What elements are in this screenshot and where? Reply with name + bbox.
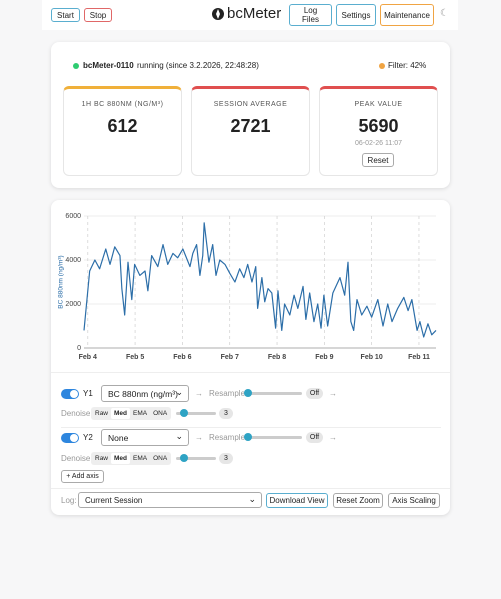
reset-zoom-button[interactable]: Reset Zoom	[333, 493, 383, 508]
mode[interactable]: Raw	[95, 455, 109, 462]
x-tick-label: Feb 9	[315, 354, 333, 361]
resample-label: Resample	[209, 389, 246, 398]
stat-box: SESSION AVERAGE 2721	[191, 86, 310, 176]
x-tick-label: Feb 6	[173, 354, 191, 361]
x-tick-label: Feb 10	[361, 354, 383, 361]
stat-box: PEAK VALUE 5690 06-02-26 11:07 Reset	[319, 86, 438, 176]
x-tick-label: Feb 7	[221, 354, 239, 361]
denoise-slider[interactable]	[176, 412, 216, 415]
stat-value: 2721	[230, 116, 271, 136]
denoise-value: 3	[219, 408, 233, 419]
x-tick-label: Feb 11	[408, 354, 430, 361]
slider-thumb[interactable]	[180, 454, 188, 462]
log-select[interactable]: Current Session	[78, 492, 262, 508]
mode[interactable]: EMA	[133, 410, 148, 417]
filter-status: Filter: 42%	[388, 61, 427, 70]
log-files-button[interactable]: Log Files	[289, 4, 332, 26]
reset-button[interactable]: Reset	[362, 153, 394, 167]
source-select[interactable]: BC 880nm (ng/m³)	[101, 385, 189, 402]
arrow: →	[195, 433, 203, 442]
maintenance-button[interactable]: Maintenance	[380, 4, 434, 26]
separator	[61, 427, 441, 428]
add-axis-button[interactable]: + Add axis	[61, 470, 104, 483]
log-label: Log:	[61, 496, 77, 505]
logo-icon	[212, 8, 224, 20]
arrow: →	[195, 389, 203, 398]
resample-value: Off	[306, 388, 323, 399]
stat-value: 612	[107, 116, 138, 136]
axis-id: Y1	[83, 389, 93, 398]
stat-label: 1H BC 880NM (NG/M³)	[81, 101, 164, 108]
stop-button[interactable]: Stop	[84, 8, 112, 22]
slider-thumb[interactable]	[244, 389, 252, 397]
logo: bcMeter	[227, 5, 282, 22]
denoise-value: 3	[219, 453, 233, 464]
y-axis-title: BC 880nm (ng/m³)	[58, 255, 65, 308]
peak-time: 06-02-26 11:07	[355, 140, 402, 147]
download-button[interactable]: Download View	[266, 493, 328, 508]
y-tick-label: 2000	[65, 301, 81, 308]
resample-slider[interactable]	[244, 436, 302, 439]
x-tick-label: Feb 4	[79, 354, 97, 361]
x-tick-label: Feb 5	[126, 354, 144, 361]
device-state: running (since 3.2.2026, 22:48:28)	[137, 61, 259, 70]
source-select[interactable]: None	[101, 429, 189, 446]
denoise-modes: Raw Med EMA ONA	[91, 452, 172, 465]
denoise-label: Denoise	[61, 454, 91, 463]
mode[interactable]: ONA	[153, 455, 168, 462]
y-tick-label: 4000	[65, 257, 81, 264]
slider-thumb[interactable]	[180, 409, 188, 417]
arrow: →	[329, 433, 337, 442]
mode[interactable]: Med	[111, 453, 131, 464]
stat-label: PEAK VALUE	[354, 101, 403, 108]
y-tick-label: 6000	[65, 213, 81, 220]
y-tick-label: 0	[77, 345, 81, 352]
denoise-modes: Raw Med EMA ONA	[91, 407, 172, 420]
start-button[interactable]: Start	[51, 8, 80, 22]
arrow: →	[329, 389, 337, 398]
slider-thumb[interactable]	[244, 433, 252, 441]
stat-value: 5690	[358, 116, 399, 136]
resample-value: Off	[306, 432, 323, 443]
x-tick-label: Feb 8	[268, 354, 286, 361]
device-name: bcMeter-0110	[83, 61, 134, 70]
chart: 0 2000 4000 6000 Feb 4 Feb 5 Feb 6 Feb 7 Feb 8 Fe…	[58, 213, 437, 361]
denoise-label: Denoise	[61, 409, 91, 418]
y1-toggle[interactable]	[61, 389, 79, 399]
filter-dot	[379, 63, 385, 69]
axis-scaling-button[interactable]: Axis Scaling	[388, 493, 440, 508]
mode[interactable]: Med	[111, 408, 131, 419]
separator	[51, 372, 450, 373]
settings-button[interactable]: Settings	[336, 4, 376, 26]
theme-toggle[interactable]: ☾	[440, 8, 449, 19]
data-line	[83, 222, 437, 338]
axis-id: Y2	[83, 433, 93, 442]
separator	[51, 488, 450, 489]
mode[interactable]: EMA	[133, 455, 148, 462]
denoise-slider[interactable]	[176, 457, 216, 460]
mode[interactable]: ONA	[153, 410, 168, 417]
stat-label: SESSION AVERAGE	[213, 101, 288, 108]
stat-box: 1H BC 880NM (NG/M³) 612	[63, 86, 182, 176]
mode[interactable]: Raw	[95, 410, 109, 417]
y2-toggle[interactable]	[61, 433, 79, 443]
resample-slider[interactable]	[244, 392, 302, 395]
resample-label: Resample	[209, 433, 246, 442]
status-dot	[73, 63, 79, 69]
